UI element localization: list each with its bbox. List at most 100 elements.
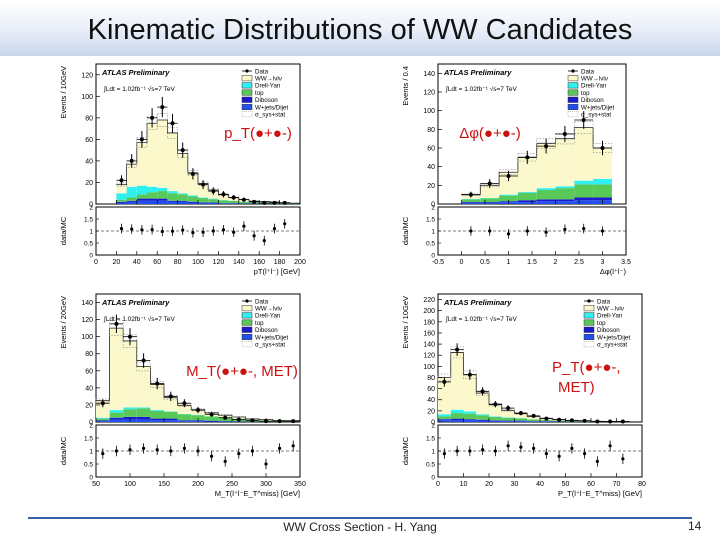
stack-bar-wwll bbox=[438, 377, 451, 415]
uncertainty-band bbox=[187, 169, 199, 176]
atlas-label: ATLAS Preliminary bbox=[443, 298, 512, 307]
legend-swatch bbox=[583, 341, 595, 348]
x-tick-label: 20 bbox=[485, 481, 493, 488]
legend-label: WW→lνlν bbox=[255, 76, 282, 83]
stack-bar-drellyan bbox=[177, 193, 188, 195]
ratio-point bbox=[493, 449, 497, 453]
stack-bar-wwll bbox=[109, 328, 124, 411]
panel-pt-ll: 0 20 40 60 80 100 120 0 0.5 1 1.5 2 0 20 40 60 80 100 120 1… bbox=[58, 54, 318, 284]
data-point bbox=[557, 417, 562, 422]
stack-bar-top bbox=[136, 194, 147, 199]
legend-label: Data bbox=[597, 298, 611, 305]
atlas-label: ATLAS Preliminary bbox=[101, 298, 170, 307]
stack-bar-drellyan bbox=[187, 195, 198, 197]
stack-bar-diboson bbox=[126, 200, 137, 202]
data-point bbox=[581, 118, 586, 122]
stack-bar-diboson bbox=[514, 420, 528, 422]
y-tick-label: 80 bbox=[427, 375, 435, 382]
stack-bar-diboson bbox=[96, 420, 110, 422]
stack-bar-wwll bbox=[150, 384, 164, 411]
data-point bbox=[150, 115, 155, 120]
stack-bar-wwll bbox=[489, 404, 502, 417]
legend-swatch bbox=[567, 96, 579, 103]
stack-bar-top bbox=[228, 200, 239, 204]
ratio-point bbox=[170, 229, 175, 233]
stack-bar-wjetsdijet bbox=[501, 421, 515, 422]
x-tick-label: 120 bbox=[213, 259, 225, 266]
stack-bar-drellyan bbox=[536, 188, 556, 190]
stack-bar-top bbox=[164, 411, 178, 419]
ratio-point bbox=[262, 239, 266, 243]
uncertainty-band bbox=[167, 126, 178, 139]
ratio-tick-label: 1.5 bbox=[84, 436, 93, 443]
legend-swatch bbox=[241, 341, 253, 348]
ratio-point bbox=[469, 229, 473, 233]
legend-label: Drell-Yan bbox=[597, 313, 623, 320]
data-point bbox=[480, 389, 485, 394]
stack-bar-top bbox=[136, 408, 151, 417]
stack-bar-diboson bbox=[480, 202, 500, 204]
stack-bar-drellyan bbox=[489, 416, 502, 417]
ratio-point bbox=[169, 449, 173, 453]
chart-pt-met: 02040608010012014016018020022000.511.520… bbox=[401, 293, 646, 498]
y-tick-label: 100 bbox=[81, 94, 93, 101]
stack-bar-diboson bbox=[177, 200, 188, 202]
legend-swatch bbox=[241, 82, 253, 89]
x-tick-label: 20 bbox=[113, 259, 121, 266]
ratio-point bbox=[595, 459, 599, 463]
ratio-point bbox=[621, 457, 625, 461]
y-tick-label: 120 bbox=[81, 72, 93, 79]
data-point bbox=[223, 415, 228, 420]
ratio-point bbox=[532, 446, 536, 450]
stack-bar-diboson bbox=[501, 420, 515, 422]
ratio-point bbox=[600, 229, 605, 233]
stack-bar-diboson bbox=[463, 419, 477, 421]
stack-bar-wjetsdijet bbox=[198, 202, 209, 204]
legend-label: top bbox=[255, 320, 264, 327]
ratio-point bbox=[272, 227, 277, 231]
panel-dphi-ll: 0 20 40 60 80 100 120 140 0 0.5 1 1.5 2 -0.5 0 0.5 1 1.5 2… bbox=[400, 54, 660, 284]
ratio-tick-label: 0 bbox=[89, 475, 93, 482]
stack-bar-wwll bbox=[136, 142, 147, 186]
ratio-point bbox=[468, 449, 472, 453]
stack-bar-top bbox=[238, 201, 249, 204]
footer-divider bbox=[28, 517, 692, 519]
stack-bar-wjetsdijet bbox=[96, 421, 110, 422]
uncertainty-band bbox=[218, 414, 233, 416]
stack-bar-wjetsdijet bbox=[157, 200, 168, 204]
stack-bar-diboson bbox=[536, 199, 556, 202]
stack-bar-top bbox=[536, 190, 556, 200]
stack-bar-wwll bbox=[514, 413, 528, 419]
x-tick-label: 30 bbox=[511, 481, 519, 488]
legend-label: W+jets/Dijet bbox=[581, 104, 614, 111]
stack-bar-drellyan bbox=[167, 191, 178, 194]
ratio-point bbox=[250, 449, 254, 453]
stack-bar-top bbox=[191, 415, 205, 421]
legend-label: Diboson bbox=[597, 327, 620, 334]
x-tick-label: 160 bbox=[253, 259, 265, 266]
stack-bar-wjetsdijet bbox=[450, 420, 464, 422]
data-point bbox=[252, 199, 257, 204]
data-point bbox=[531, 413, 536, 418]
legend-label: W+jets/Dijet bbox=[255, 104, 288, 111]
y-tick-label: 40 bbox=[427, 397, 435, 404]
ratio-tick-label: 0.5 bbox=[426, 241, 435, 248]
data-point bbox=[506, 406, 511, 411]
stack-bar-top bbox=[450, 413, 464, 419]
x-tick-label: 60 bbox=[587, 481, 595, 488]
stack-bar-top bbox=[555, 188, 575, 200]
ratio-tick-label: 2 bbox=[89, 205, 93, 212]
annotation-label-line1: P_T(●+●-, bbox=[552, 359, 621, 376]
ratio-tick-label: 1 bbox=[89, 449, 93, 456]
stack-bar-wjetsdijet bbox=[536, 201, 556, 204]
ratio-point bbox=[519, 445, 523, 449]
y-tick-label: 140 bbox=[423, 71, 435, 78]
ratio-tick-label: 2 bbox=[431, 423, 435, 430]
y-tick-label: 100 bbox=[423, 108, 435, 115]
stack-bar-top bbox=[123, 409, 137, 417]
stack-bar-top bbox=[514, 418, 528, 421]
legend-swatch bbox=[567, 103, 579, 110]
ratio-point bbox=[252, 234, 256, 238]
stack-bar-wwll bbox=[116, 184, 127, 194]
x-axis-label: pT(l⁺l⁻) [GeV] bbox=[254, 267, 300, 276]
